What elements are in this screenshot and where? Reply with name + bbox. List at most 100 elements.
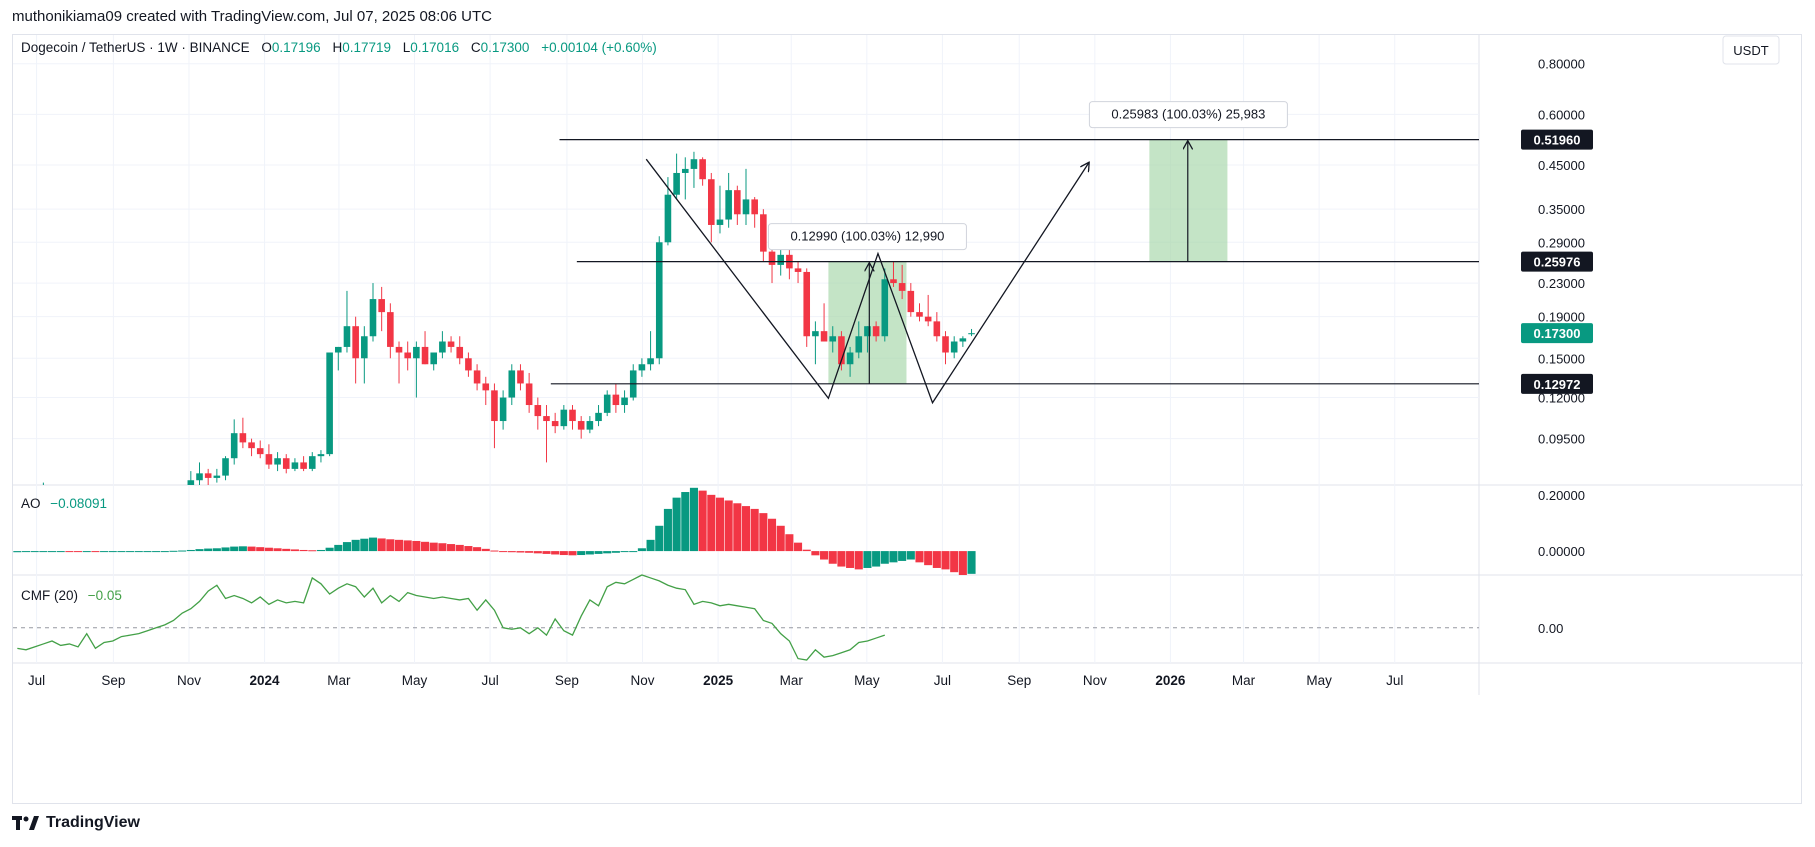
ao-bar xyxy=(438,543,447,552)
candle-body xyxy=(213,475,221,478)
ao-bar xyxy=(629,551,638,553)
candle-body xyxy=(872,326,880,337)
ao-bar xyxy=(820,551,829,560)
axes: 0.80000 0.60000 0.45000 0.35000 0.29000 0.230… xyxy=(28,57,1593,688)
candle-body xyxy=(924,316,932,322)
legend-close-value: 0.17300 xyxy=(481,40,530,55)
candle-body xyxy=(812,331,819,337)
ao-bar xyxy=(811,551,820,556)
ao-bar xyxy=(846,551,855,568)
ao-bar xyxy=(516,551,525,553)
ao-bar xyxy=(204,548,213,552)
legend-high-value: 0.17719 xyxy=(342,40,391,55)
ao-bar xyxy=(360,538,369,552)
candle-body xyxy=(577,421,585,430)
candle-body xyxy=(655,242,663,359)
candle-body xyxy=(491,390,498,422)
ao-bar xyxy=(906,551,915,560)
ao-bar xyxy=(308,550,317,552)
ao-bar xyxy=(637,548,646,552)
ao-bar xyxy=(932,551,941,568)
cmf-series-line xyxy=(17,574,886,661)
candle-body xyxy=(673,172,680,195)
time-tick-label: Nov xyxy=(631,673,655,688)
legend-open-value: 0.17196 xyxy=(272,40,321,55)
candle-body xyxy=(300,462,307,469)
candle-body xyxy=(725,190,732,220)
measure-label: 0.12990 (100.03%) 12,990 xyxy=(790,229,944,244)
ao-bar xyxy=(282,548,291,552)
candle-body xyxy=(855,336,863,353)
candle-body xyxy=(933,321,941,337)
cmf-legend: CMF (20) −0.05 xyxy=(21,588,122,603)
price-tick-label: 0.45000 xyxy=(1538,158,1585,173)
candle-body xyxy=(881,279,889,337)
ao-value: −0.08091 xyxy=(50,496,107,511)
price-axis-label-box xyxy=(1521,251,1593,272)
ao-bar xyxy=(507,551,516,553)
candle-body xyxy=(569,409,576,422)
chart-credit: muthonikiama09 created with TradingView.… xyxy=(12,8,492,25)
candle-body xyxy=(282,458,290,469)
ao-bar xyxy=(794,542,803,552)
svg-text:Dogecoin / TetherUS · 1W · BIN: Dogecoin / TetherUS · 1W · BINANCE O0.17… xyxy=(21,40,657,55)
candle-body xyxy=(439,341,446,353)
ao-bar xyxy=(733,503,742,552)
candle-body xyxy=(560,409,568,427)
time-tick-label: May xyxy=(854,673,880,688)
chart-frame[interactable]: 0.12990 (100.03%) 12,990 0.25983 (100.03%… xyxy=(12,34,1803,805)
candle-body xyxy=(959,338,967,342)
price-axis-label-box xyxy=(1521,323,1593,344)
tradingview-logo[interactable]: TradingView xyxy=(12,814,140,832)
target-zone xyxy=(1149,139,1228,262)
legend-low-value: 0.17016 xyxy=(410,40,459,55)
ao-bar xyxy=(169,550,178,552)
candle-body xyxy=(890,279,897,284)
candle-body xyxy=(162,508,169,519)
ao-bar xyxy=(585,551,594,555)
candle-body xyxy=(543,416,550,422)
currency-button-label: USDT xyxy=(1733,43,1768,58)
time-tick-label: Nov xyxy=(177,673,201,688)
candle-body xyxy=(361,336,368,359)
drawing-annotations: 0.12990 (100.03%) 12,990 0.25983 (100.03%… xyxy=(550,101,1479,405)
ao-bar xyxy=(351,539,360,552)
ao-bar xyxy=(160,551,169,553)
candle-body xyxy=(595,412,602,422)
ao-bar xyxy=(394,539,404,552)
ao-bar xyxy=(802,549,811,552)
legend-l-label: L xyxy=(403,40,411,55)
candle-body xyxy=(101,511,108,517)
svg-text:CMF (20) −0.05: CMF (20) −0.05 xyxy=(21,588,122,603)
ao-bar xyxy=(924,551,933,566)
ao-bar xyxy=(30,551,39,553)
currency-button[interactable]: USDT xyxy=(1722,35,1780,65)
ao-bar xyxy=(256,547,265,552)
price-tick-label: 0.23000 xyxy=(1538,276,1585,291)
candle-body xyxy=(40,487,47,492)
ao-bar xyxy=(108,551,117,553)
candle-body xyxy=(699,159,706,180)
ao-bar xyxy=(750,508,759,552)
ao-legend: AO −0.08091 xyxy=(21,496,107,511)
chart-canvas[interactable]: 0.12990 (100.03%) 12,990 0.25983 (100.03%… xyxy=(13,35,1803,805)
ao-bar xyxy=(473,547,482,552)
ao-bar xyxy=(759,513,768,552)
candle-body xyxy=(256,448,264,455)
candle-body xyxy=(916,312,923,317)
ao-bar xyxy=(82,551,91,553)
legend-symbol: Dogecoin / TetherUS · 1W · BINANCE xyxy=(21,40,250,55)
time-tick-label: 2025 xyxy=(703,673,734,688)
ao-bar xyxy=(403,540,412,552)
candle-body xyxy=(204,473,212,478)
ao-bar xyxy=(620,551,629,553)
ao-bar xyxy=(941,551,950,570)
ao-bar xyxy=(152,551,161,553)
candle-body xyxy=(621,397,628,406)
ao-bar xyxy=(386,539,395,552)
time-tick-label: Sep xyxy=(555,673,579,688)
ao-bar xyxy=(186,549,195,552)
ao-bar xyxy=(837,551,846,567)
time-tick-label: Mar xyxy=(327,673,351,688)
price-tick-label: 0.29000 xyxy=(1538,235,1585,250)
